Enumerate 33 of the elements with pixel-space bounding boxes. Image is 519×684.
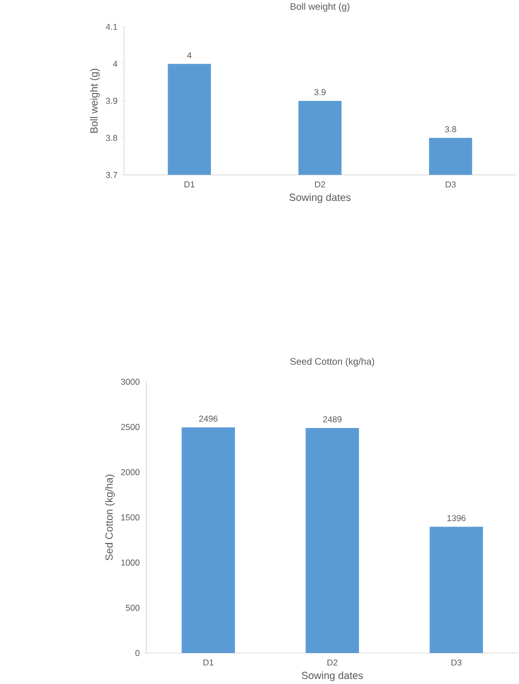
y-tick-label: 3.8 <box>106 134 118 141</box>
y-axis-title: Sed Cotton (kg/ha) <box>105 474 116 560</box>
x-tick-label: D1 <box>204 659 214 666</box>
y-tick-label: 4 <box>113 60 118 67</box>
bar <box>182 427 236 654</box>
data-label: 2496 <box>199 416 218 422</box>
y-tick-label: 3.7 <box>106 172 118 178</box>
data-label: 3.8 <box>445 126 456 132</box>
y-tick-label: 2000 <box>121 469 140 476</box>
x-axis-title: Sowing dates <box>290 193 351 204</box>
y-tick-label: 0 <box>136 650 140 656</box>
chart-title: Boll weight (g) <box>291 2 350 12</box>
y-tick-label: 3.9 <box>106 98 118 104</box>
bar <box>430 526 484 654</box>
x-axis-title: Sowing dates <box>302 672 364 682</box>
data-label: 3.9 <box>314 89 326 96</box>
data-label: 2489 <box>323 416 342 422</box>
x-tick-label: D1 <box>184 181 195 188</box>
x-tick-label: D3 <box>446 181 456 188</box>
bar <box>306 428 360 654</box>
x-tick-label: D3 <box>452 660 462 666</box>
y-tick-label: 3000 <box>121 378 140 385</box>
y-tick-label: 1500 <box>122 514 140 520</box>
data-label: 1396 <box>448 515 466 522</box>
y-tick-label: 4.1 <box>106 24 118 30</box>
y-tick-label: 1000 <box>122 560 140 566</box>
y-tick-label: 2500 <box>121 424 140 430</box>
x-tick-label: D2 <box>328 660 338 666</box>
x-tick-label: D2 <box>315 181 326 188</box>
chart-title: Seed Cotton (kg/ha) <box>290 358 374 367</box>
y-tick-label: 500 <box>126 604 140 611</box>
data-label: 4 <box>187 52 192 58</box>
y-axis-title: Boll weight (g) <box>90 68 100 133</box>
